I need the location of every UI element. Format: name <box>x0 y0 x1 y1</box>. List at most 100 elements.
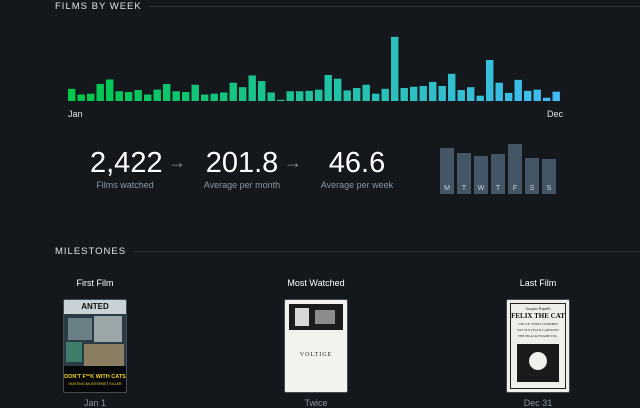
week-bar[interactable] <box>191 84 199 101</box>
day-of-week-label: T <box>496 185 501 192</box>
day-of-week-bar[interactable] <box>508 144 522 194</box>
week-bar[interactable] <box>68 88 76 101</box>
week-bar[interactable] <box>476 95 484 101</box>
week-bar[interactable] <box>400 88 408 101</box>
week-bar[interactable] <box>438 85 446 101</box>
week-bar[interactable] <box>495 82 503 101</box>
week-bar[interactable] <box>543 97 551 101</box>
milestone-first-title: First Film <box>76 278 114 288</box>
chart-end-label: Dec <box>547 109 564 119</box>
stat-week-caption: Average per week <box>320 180 394 190</box>
week-bar[interactable] <box>305 90 313 101</box>
week-bar[interactable] <box>505 92 513 102</box>
week-bar[interactable] <box>457 90 465 101</box>
stat-month-caption: Average per month <box>203 180 281 190</box>
stat-month-value: 201.8 <box>205 147 279 179</box>
week-bar[interactable] <box>239 87 247 101</box>
week-bar[interactable] <box>115 91 123 101</box>
week-bar[interactable] <box>77 94 85 102</box>
week-bar[interactable] <box>220 92 228 101</box>
last-poster-foot: THE BLACK FRAME INC. <box>517 334 559 338</box>
first-poster-bottom-text: DON'T F**K WITH CATS <box>64 374 126 380</box>
week-bar[interactable] <box>296 91 304 101</box>
day-of-week-label: F <box>513 185 517 192</box>
milestone-last-film: Last Film Jacques Kapelli FELIX THE CAT … <box>478 278 598 408</box>
week-bar[interactable] <box>448 73 456 101</box>
week-bar[interactable] <box>182 92 190 101</box>
most-poster-title: VOLTIGE <box>299 352 333 358</box>
milestone-most-count: Twice <box>304 398 328 408</box>
week-bar[interactable] <box>248 75 256 101</box>
week-bar[interactable] <box>315 89 323 102</box>
most-watched-poster[interactable]: VOLTIGE <box>284 299 348 393</box>
week-bar[interactable] <box>210 93 218 101</box>
milestone-most-title: Most Watched <box>287 278 345 288</box>
week-bar[interactable] <box>324 75 332 101</box>
first-poster-top-text: ANTED <box>81 302 109 311</box>
week-bar[interactable] <box>267 92 275 101</box>
day-of-week-bar[interactable] <box>525 158 539 194</box>
day-of-week-label: T <box>462 185 467 192</box>
week-bar[interactable] <box>362 84 370 101</box>
week-bar[interactable] <box>486 59 494 101</box>
week-bar[interactable] <box>410 86 418 101</box>
week-bar[interactable] <box>524 90 532 101</box>
week-bar[interactable] <box>419 85 427 101</box>
films-by-week-chart <box>68 36 560 102</box>
first-film-poster[interactable]: ANTED DON'T F**K WITH CATS HUNTING AN IN… <box>63 299 127 393</box>
week-bar[interactable] <box>467 87 475 101</box>
week-bar[interactable] <box>134 90 142 101</box>
day-of-week-label: W <box>478 185 485 192</box>
week-bar[interactable] <box>533 89 541 102</box>
week-bar[interactable] <box>334 78 342 101</box>
day-of-week-bar[interactable] <box>491 154 505 194</box>
day-of-week-bar[interactable] <box>457 153 471 194</box>
week-bar[interactable] <box>172 91 180 101</box>
week-bar[interactable] <box>163 83 171 101</box>
week-bar[interactable] <box>87 93 95 101</box>
milestones-header: MILESTONES <box>55 246 640 257</box>
last-film-poster[interactable]: Jacques Kapelli FELIX THE CAT UNCLE TOM'… <box>506 299 570 393</box>
week-bar[interactable] <box>343 90 351 101</box>
week-bar[interactable] <box>429 81 437 101</box>
week-bar[interactable] <box>353 88 361 101</box>
films-by-week-header: FILMS BY WEEK <box>55 1 640 12</box>
milestone-first-date: Jan 1 <box>83 398 107 408</box>
stat-average-per-month: 201.8 Average per month <box>203 146 281 190</box>
week-bar[interactable] <box>144 94 152 102</box>
section-divider <box>134 251 640 252</box>
week-bar[interactable] <box>277 99 285 101</box>
stat-films-watched-value: 2,422 <box>90 147 163 179</box>
arrow-right-icon: → <box>284 152 302 172</box>
section-divider <box>149 6 640 7</box>
milestone-most-watched: Most Watched VOLTIGE Twice <box>256 278 376 408</box>
week-bar[interactable] <box>153 89 161 102</box>
stat-films-watched-caption: Films watched <box>96 180 154 190</box>
week-bar[interactable] <box>372 93 380 101</box>
last-poster-line-1: UNCLE TOM'S CRABBIN <box>518 322 558 326</box>
first-poster-small-text: HUNTING AN INTERNET KILLER <box>68 382 122 386</box>
chart-start-label: Jan <box>68 109 83 119</box>
week-bar[interactable] <box>552 91 560 101</box>
milestones-title: MILESTONES <box>55 246 127 257</box>
week-bar[interactable] <box>106 79 114 101</box>
last-poster-line-2: PAT SULLIVAN CARTOON <box>517 328 559 332</box>
week-bar[interactable] <box>258 81 266 101</box>
week-bar[interactable] <box>514 79 522 102</box>
week-bar[interactable] <box>286 91 294 101</box>
week-bar[interactable] <box>229 82 237 101</box>
day-of-week-bar[interactable] <box>474 156 488 194</box>
week-bar[interactable] <box>125 92 133 101</box>
stat-films-watched: 2,422 Films watched <box>90 146 163 190</box>
week-bar[interactable] <box>96 83 104 101</box>
arrow-right-icon: → <box>168 152 186 172</box>
day-of-week-label: S <box>530 185 535 192</box>
day-of-week-bar[interactable] <box>440 148 454 194</box>
week-bar[interactable] <box>381 88 389 101</box>
week-bar[interactable] <box>391 36 399 102</box>
last-poster-head: Jacques Kapelli <box>525 306 551 311</box>
day-of-week-bar[interactable] <box>542 159 556 194</box>
week-bar[interactable] <box>201 94 209 102</box>
films-by-week-title: FILMS BY WEEK <box>55 1 142 12</box>
